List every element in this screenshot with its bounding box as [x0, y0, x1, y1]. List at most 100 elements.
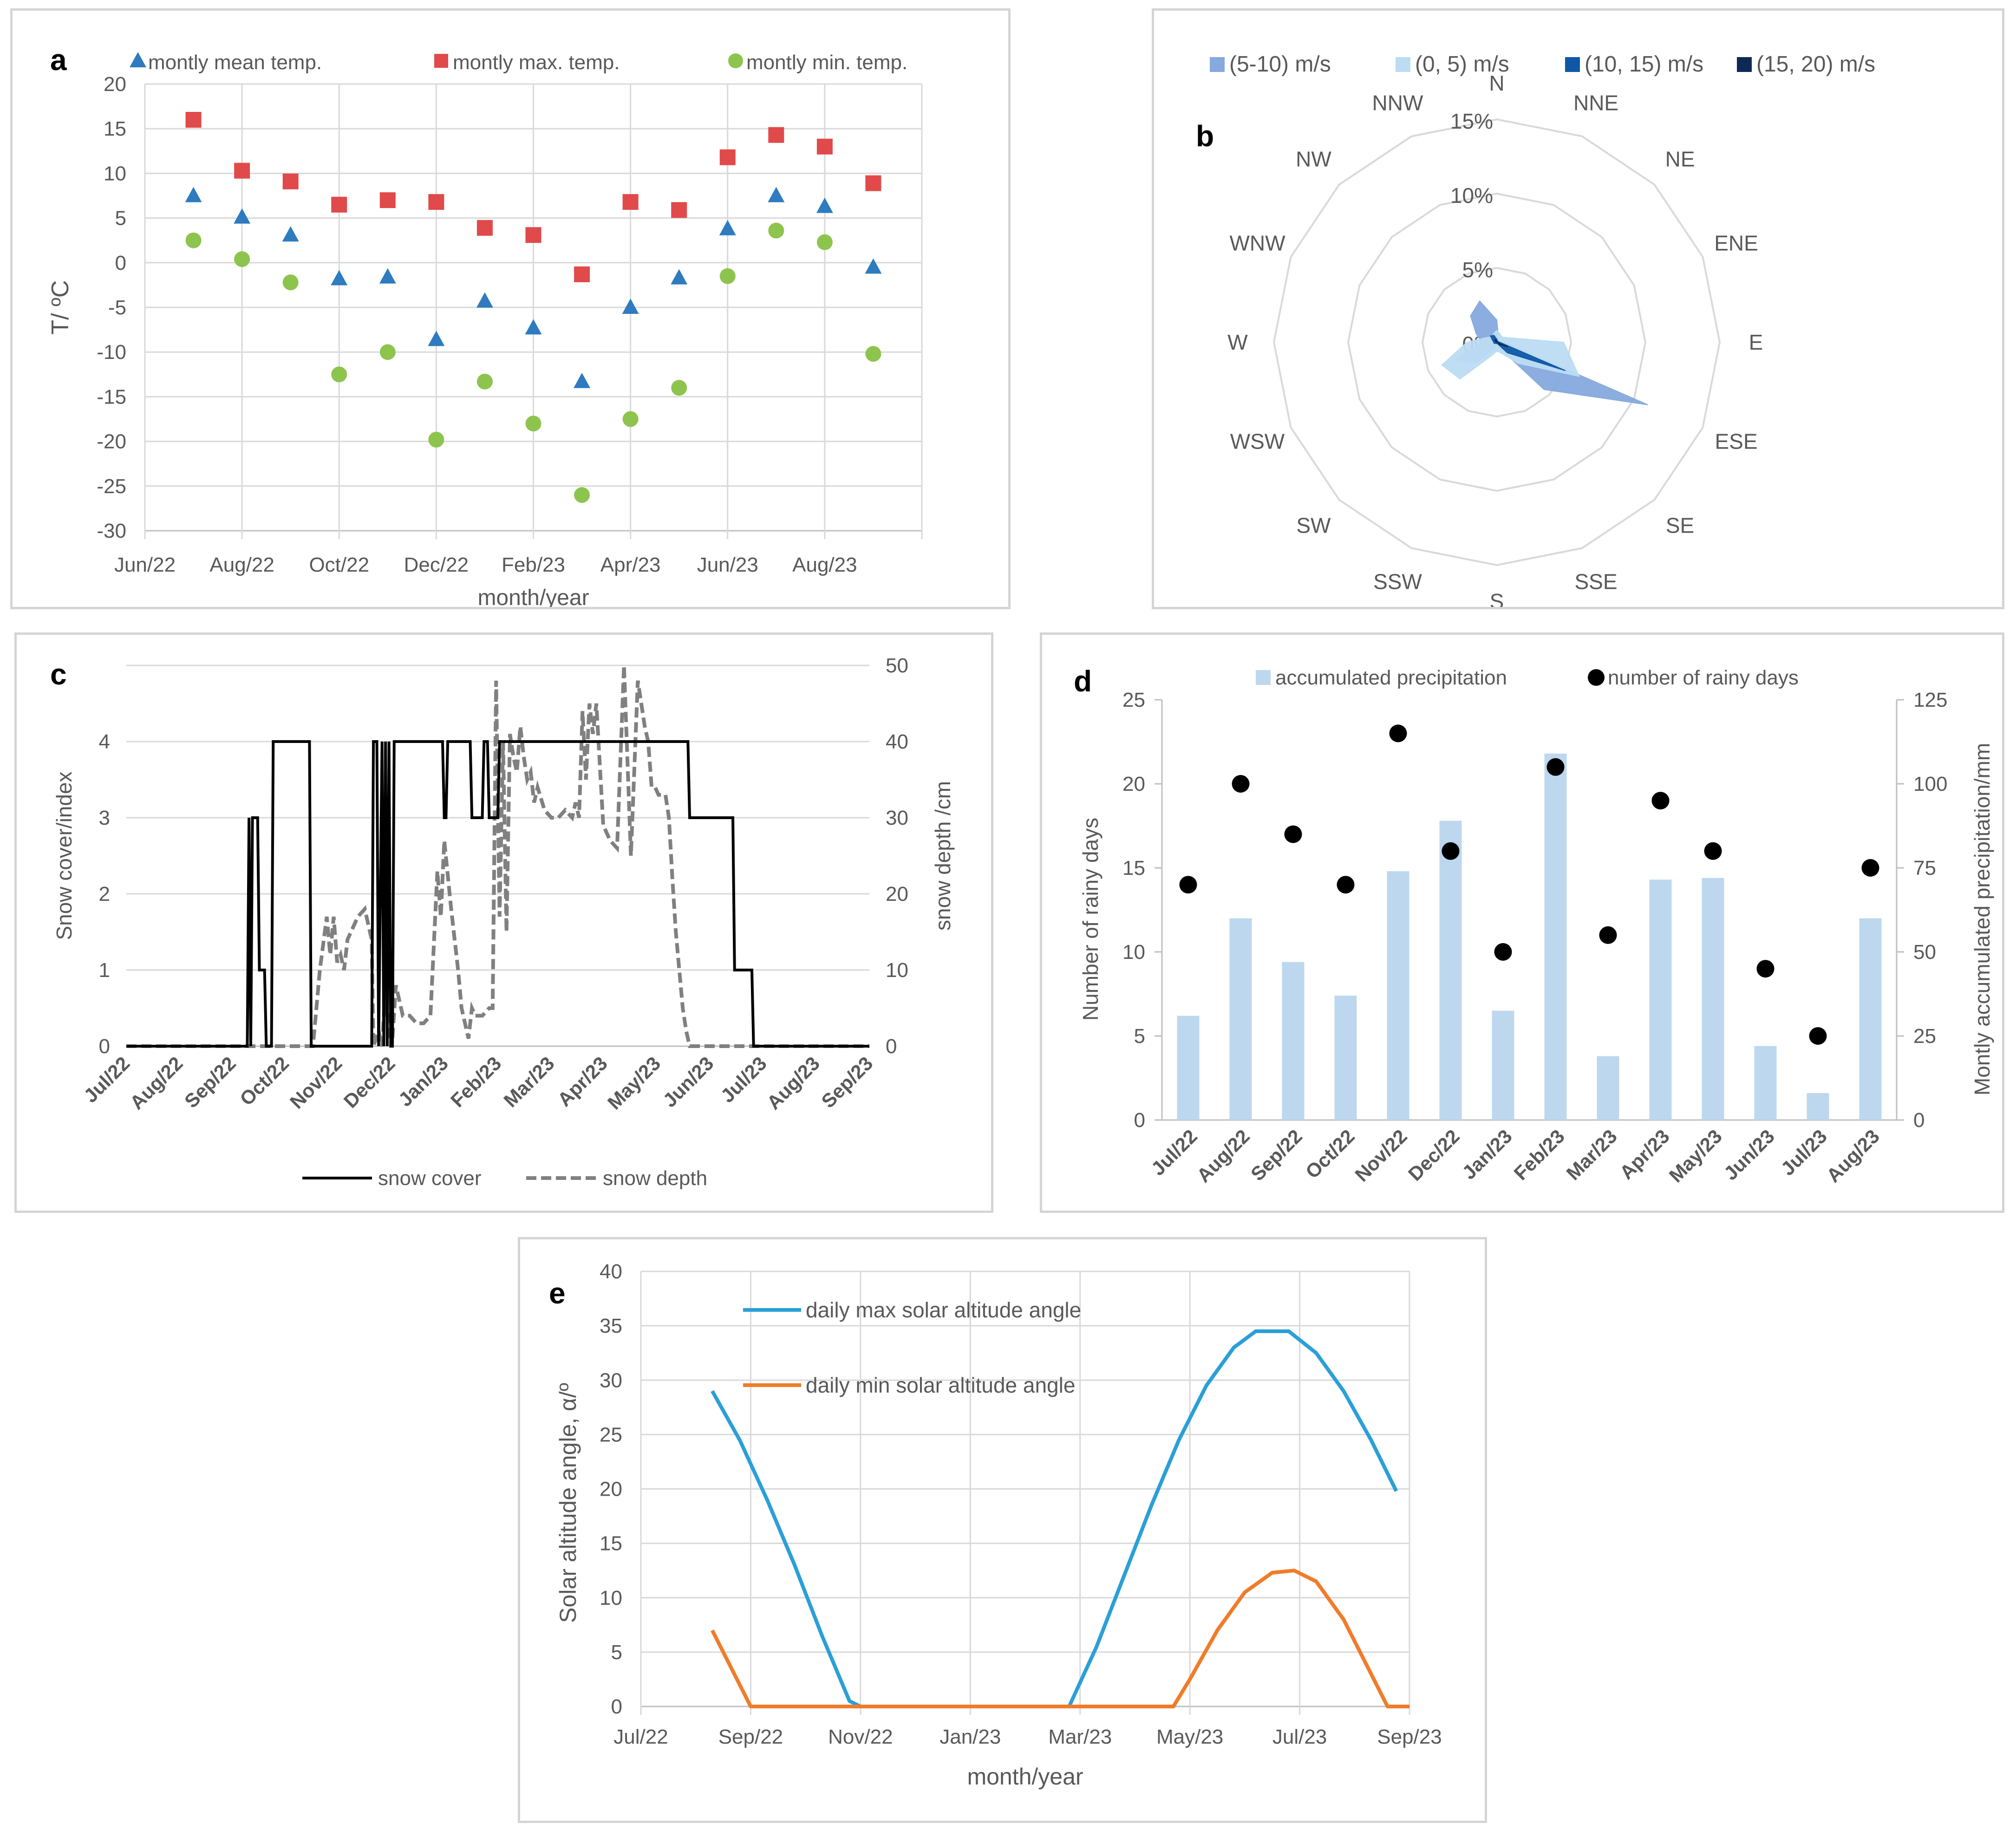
max-temp-point [379, 192, 396, 208]
y-tick-label: 20 [104, 73, 126, 96]
direction-label: NNW [1372, 91, 1423, 115]
y-axis-title: Snow cover/index [52, 771, 76, 940]
precipitation-bar [1702, 878, 1724, 1120]
max-temp-point [768, 127, 784, 143]
x-tick-label: Sep/23 [1377, 1726, 1442, 1748]
y-axis-title: Number of rainy days [1078, 818, 1103, 1021]
max-solar-altitude-line [711, 1329, 1398, 1708]
radar-series-area [1441, 329, 1580, 380]
y2-tick-label: 40 [886, 730, 908, 753]
x-tick-label: Jun/23 [1720, 1125, 1779, 1184]
x-tick-label: May/23 [603, 1052, 665, 1114]
x-tick-label: Dec/22 [339, 1052, 399, 1112]
x-tick-label: Oct/22 [235, 1052, 293, 1110]
min-temp-point [379, 344, 396, 360]
y-tick-label: 15 [1122, 857, 1145, 879]
max-temp-point [282, 173, 299, 189]
radar-ring [1272, 118, 1721, 567]
direction-label: N [1489, 71, 1504, 95]
radar-ring [1347, 192, 1647, 492]
min-temp-point [428, 431, 444, 448]
x-tick-label: Apr/23 [600, 554, 661, 576]
direction-label: NE [1665, 147, 1695, 171]
legend-label-max: montly max. temp. [453, 51, 620, 74]
min-temp-point [185, 232, 202, 248]
y-tick-label: 0 [115, 252, 126, 274]
x-tick-label: Mar/23 [499, 1052, 558, 1111]
mean-temp-point [234, 208, 251, 224]
chart-b-svg: 0%5%10%15%NNNENEENEEESESESSESSSWSWWSWWWN… [1210, 52, 1875, 607]
chart-e-svg: 40 35 30 25 20 15 10 5 0 Jul/22 Sep/22 Nov/22 Jan/23… [555, 1260, 1442, 1790]
rainy-days-point [1546, 758, 1565, 776]
mean-temp-point [719, 220, 736, 235]
rainy-days-point [1232, 775, 1250, 793]
min-temp-point [719, 268, 736, 284]
legend-marker-max [434, 54, 448, 68]
y2-tick-label: 50 [886, 654, 908, 677]
legend-marker-precip [1256, 670, 1271, 685]
max-temp-point [719, 149, 736, 165]
mean-temp-point [476, 292, 493, 308]
max-temp-point [525, 227, 542, 243]
precipitation-bar [1649, 879, 1672, 1120]
legend-marker-mean [130, 52, 146, 67]
y2-axis-title: snow depth /cm [931, 781, 955, 931]
y-tick-label: -25 [97, 475, 126, 498]
x-tick-label: Feb/23 [446, 1052, 505, 1111]
legend-marker [1396, 57, 1410, 72]
x-axis-title: month/year [477, 586, 589, 609]
panel-a-label: a [50, 43, 67, 77]
x-tick-label: Jan/23 [939, 1726, 1001, 1748]
direction-label: W [1227, 330, 1248, 354]
y2-tick-label: 50 [1913, 941, 1936, 964]
panel-b-label: b [1196, 119, 1214, 153]
y-tick-label: 15 [104, 117, 126, 140]
legend-label: (15, 20) m/s [1756, 52, 1875, 77]
y-tick-label: 25 [600, 1423, 622, 1446]
x-tick-label: Feb/23 [1510, 1125, 1569, 1184]
y-tick-label: -30 [97, 520, 126, 542]
y2-tick-label: 125 [1913, 689, 1947, 711]
x-tick-label: Sep/22 [718, 1726, 783, 1748]
y-tick-label: 40 [600, 1260, 622, 1283]
y2-tick-label: 10 [886, 959, 908, 982]
legend-marker [1737, 57, 1752, 72]
direction-label: SSW [1373, 570, 1422, 594]
precipitation-bar [1807, 1093, 1829, 1120]
panel-a-monthly-temperature: 20 15 10 5 0 -5 -10 -15 -20 -25 -30 Jun/22 Aug/22 Oct… [10, 8, 1011, 609]
x-tick-label: Aug/23 [792, 554, 857, 576]
x-tick-label: Apr/23 [1615, 1125, 1674, 1184]
direction-label: SSE [1575, 570, 1618, 594]
rainy-days-point [1809, 1027, 1827, 1045]
legend-label-precip: accumulated precipitation [1275, 666, 1507, 689]
rainy-days-point [1389, 724, 1407, 742]
min-temp-point [865, 346, 881, 362]
x-tick-label: Jul/23 [1272, 1726, 1327, 1748]
mean-temp-point [671, 269, 688, 285]
min-solar-altitude-line [711, 1569, 1409, 1708]
x-tick-label: Aug/22 [209, 554, 274, 576]
min-temp-point [525, 416, 542, 432]
precipitation-bar [1177, 1016, 1200, 1120]
legend-label: (10, 15) m/s [1585, 52, 1703, 77]
y2-tick-label: 0 [1913, 1109, 1925, 1132]
rainy-days-point [1599, 926, 1617, 944]
rainy-days-point [1704, 842, 1722, 860]
x-tick-label: May/23 [1665, 1125, 1726, 1186]
direction-label: NW [1296, 147, 1331, 171]
radar-series-area [1494, 339, 1508, 347]
precipitation-bar [1387, 871, 1409, 1120]
mean-temp-point [282, 226, 299, 242]
x-tick-label: Nov/22 [286, 1052, 346, 1113]
panel-c-snow: 4 3 2 1 0 50 40 30 20 10 0 Snow cover/index snow dep… [14, 632, 993, 1213]
snow-depth-line [126, 665, 869, 1048]
y-tick-label: -5 [108, 296, 126, 319]
rainy-days-point [1442, 842, 1460, 860]
x-axis-title: month/year [967, 1764, 1083, 1790]
x-tick-label: Sep/22 [180, 1052, 240, 1112]
min-temp-point [671, 380, 687, 396]
precipitation-bar [1229, 918, 1252, 1120]
y-tick-label: 0 [99, 1035, 110, 1058]
x-tick-label: Oct/22 [309, 554, 369, 576]
